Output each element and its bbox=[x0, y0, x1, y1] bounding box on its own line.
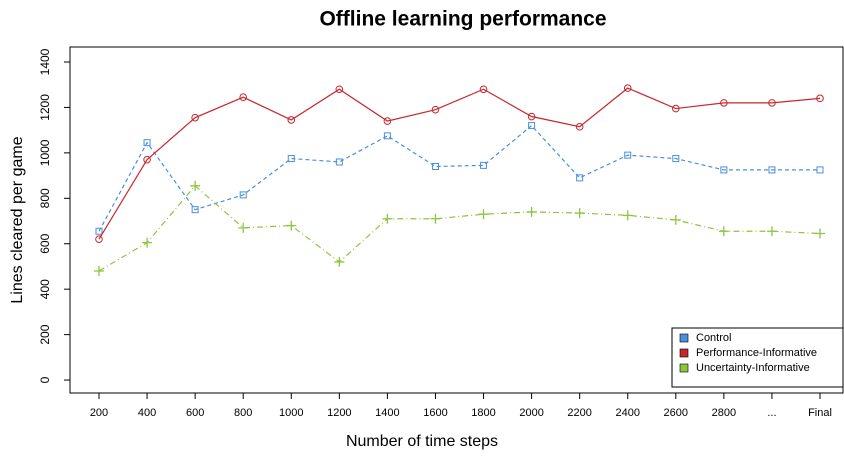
legend-swatch bbox=[679, 333, 689, 343]
marker bbox=[430, 213, 441, 224]
marker bbox=[528, 122, 536, 130]
x-tick-label: 2600 bbox=[664, 407, 688, 419]
marker bbox=[478, 209, 489, 220]
marker bbox=[286, 220, 297, 231]
y-tick-label: 800 bbox=[38, 188, 52, 208]
marker bbox=[672, 155, 680, 163]
x-tick-label: 2200 bbox=[567, 407, 591, 419]
x-tick-label: 1800 bbox=[471, 407, 495, 419]
marker bbox=[816, 166, 824, 174]
marker bbox=[768, 166, 776, 174]
x-axis-label: Number of time steps bbox=[346, 433, 498, 450]
series-line bbox=[98, 184, 821, 272]
x-tick-label: 2400 bbox=[615, 407, 639, 419]
y-tick-label: 200 bbox=[38, 324, 52, 344]
y-tick-label: 1400 bbox=[38, 48, 52, 75]
marker bbox=[238, 222, 249, 233]
y-tick-label: 1000 bbox=[38, 139, 52, 166]
marker bbox=[622, 210, 633, 221]
x-tick-label: 1000 bbox=[279, 407, 303, 419]
x-tick-label: Final bbox=[808, 407, 832, 419]
marker bbox=[95, 235, 103, 243]
marker bbox=[527, 112, 536, 121]
legend-label: Uncertainty-Informative bbox=[696, 362, 810, 374]
plot-frame bbox=[69, 46, 844, 394]
marker bbox=[95, 227, 103, 235]
legend-label: Control bbox=[696, 332, 731, 344]
marker bbox=[190, 180, 201, 191]
legend-box bbox=[671, 327, 844, 388]
legend-swatch bbox=[679, 348, 689, 358]
y-tick-label: 400 bbox=[38, 279, 52, 299]
marker bbox=[383, 132, 391, 140]
series-line bbox=[98, 87, 821, 240]
marker bbox=[143, 155, 151, 164]
y-axis-label: Lines cleared per game bbox=[9, 136, 26, 303]
marker bbox=[479, 85, 488, 94]
marker bbox=[816, 94, 824, 103]
series-line bbox=[98, 124, 820, 232]
x-tick-label: 1200 bbox=[327, 407, 351, 419]
marker bbox=[480, 161, 488, 169]
y-tick-label: 600 bbox=[38, 233, 52, 253]
x-tick-label: 1600 bbox=[423, 407, 447, 419]
marker bbox=[672, 104, 680, 113]
legend-label: Performance-Informative bbox=[696, 347, 817, 359]
marker bbox=[431, 162, 439, 170]
marker bbox=[815, 228, 825, 239]
marker bbox=[526, 206, 537, 217]
x-tick-label: 400 bbox=[138, 407, 156, 419]
marker bbox=[383, 117, 392, 125]
x-tick-label: 800 bbox=[234, 407, 252, 419]
y-tick-label: 0 bbox=[38, 376, 52, 383]
marker bbox=[576, 174, 584, 182]
marker bbox=[623, 84, 632, 92]
marker bbox=[191, 206, 199, 214]
marker bbox=[239, 93, 247, 102]
x-tick-label: 200 bbox=[90, 407, 108, 419]
marker bbox=[287, 116, 296, 124]
marker bbox=[624, 151, 632, 159]
marker bbox=[670, 214, 681, 225]
marker bbox=[143, 139, 151, 147]
marker bbox=[334, 256, 345, 267]
marker bbox=[768, 99, 776, 107]
marker bbox=[431, 105, 440, 114]
marker bbox=[94, 266, 104, 277]
marker bbox=[335, 158, 343, 166]
legend-swatch bbox=[679, 363, 689, 373]
marker bbox=[382, 213, 393, 224]
marker bbox=[720, 99, 728, 107]
y-tick-label: 1200 bbox=[38, 94, 52, 121]
marker bbox=[335, 85, 344, 94]
marker bbox=[720, 166, 728, 174]
marker bbox=[239, 191, 247, 199]
marker bbox=[575, 122, 584, 131]
x-tick-label: 2000 bbox=[519, 407, 543, 419]
marker bbox=[574, 208, 585, 219]
chart-title: Offline learning performance bbox=[319, 8, 606, 31]
marker bbox=[287, 155, 295, 163]
x-tick-label: ... bbox=[767, 407, 776, 419]
marker bbox=[191, 113, 199, 122]
marker bbox=[766, 226, 777, 237]
x-tick-label: 2800 bbox=[712, 407, 736, 419]
x-tick-label: 1400 bbox=[375, 407, 399, 419]
marker bbox=[142, 237, 153, 248]
marker bbox=[718, 226, 729, 237]
x-tick-label: 600 bbox=[186, 407, 204, 419]
